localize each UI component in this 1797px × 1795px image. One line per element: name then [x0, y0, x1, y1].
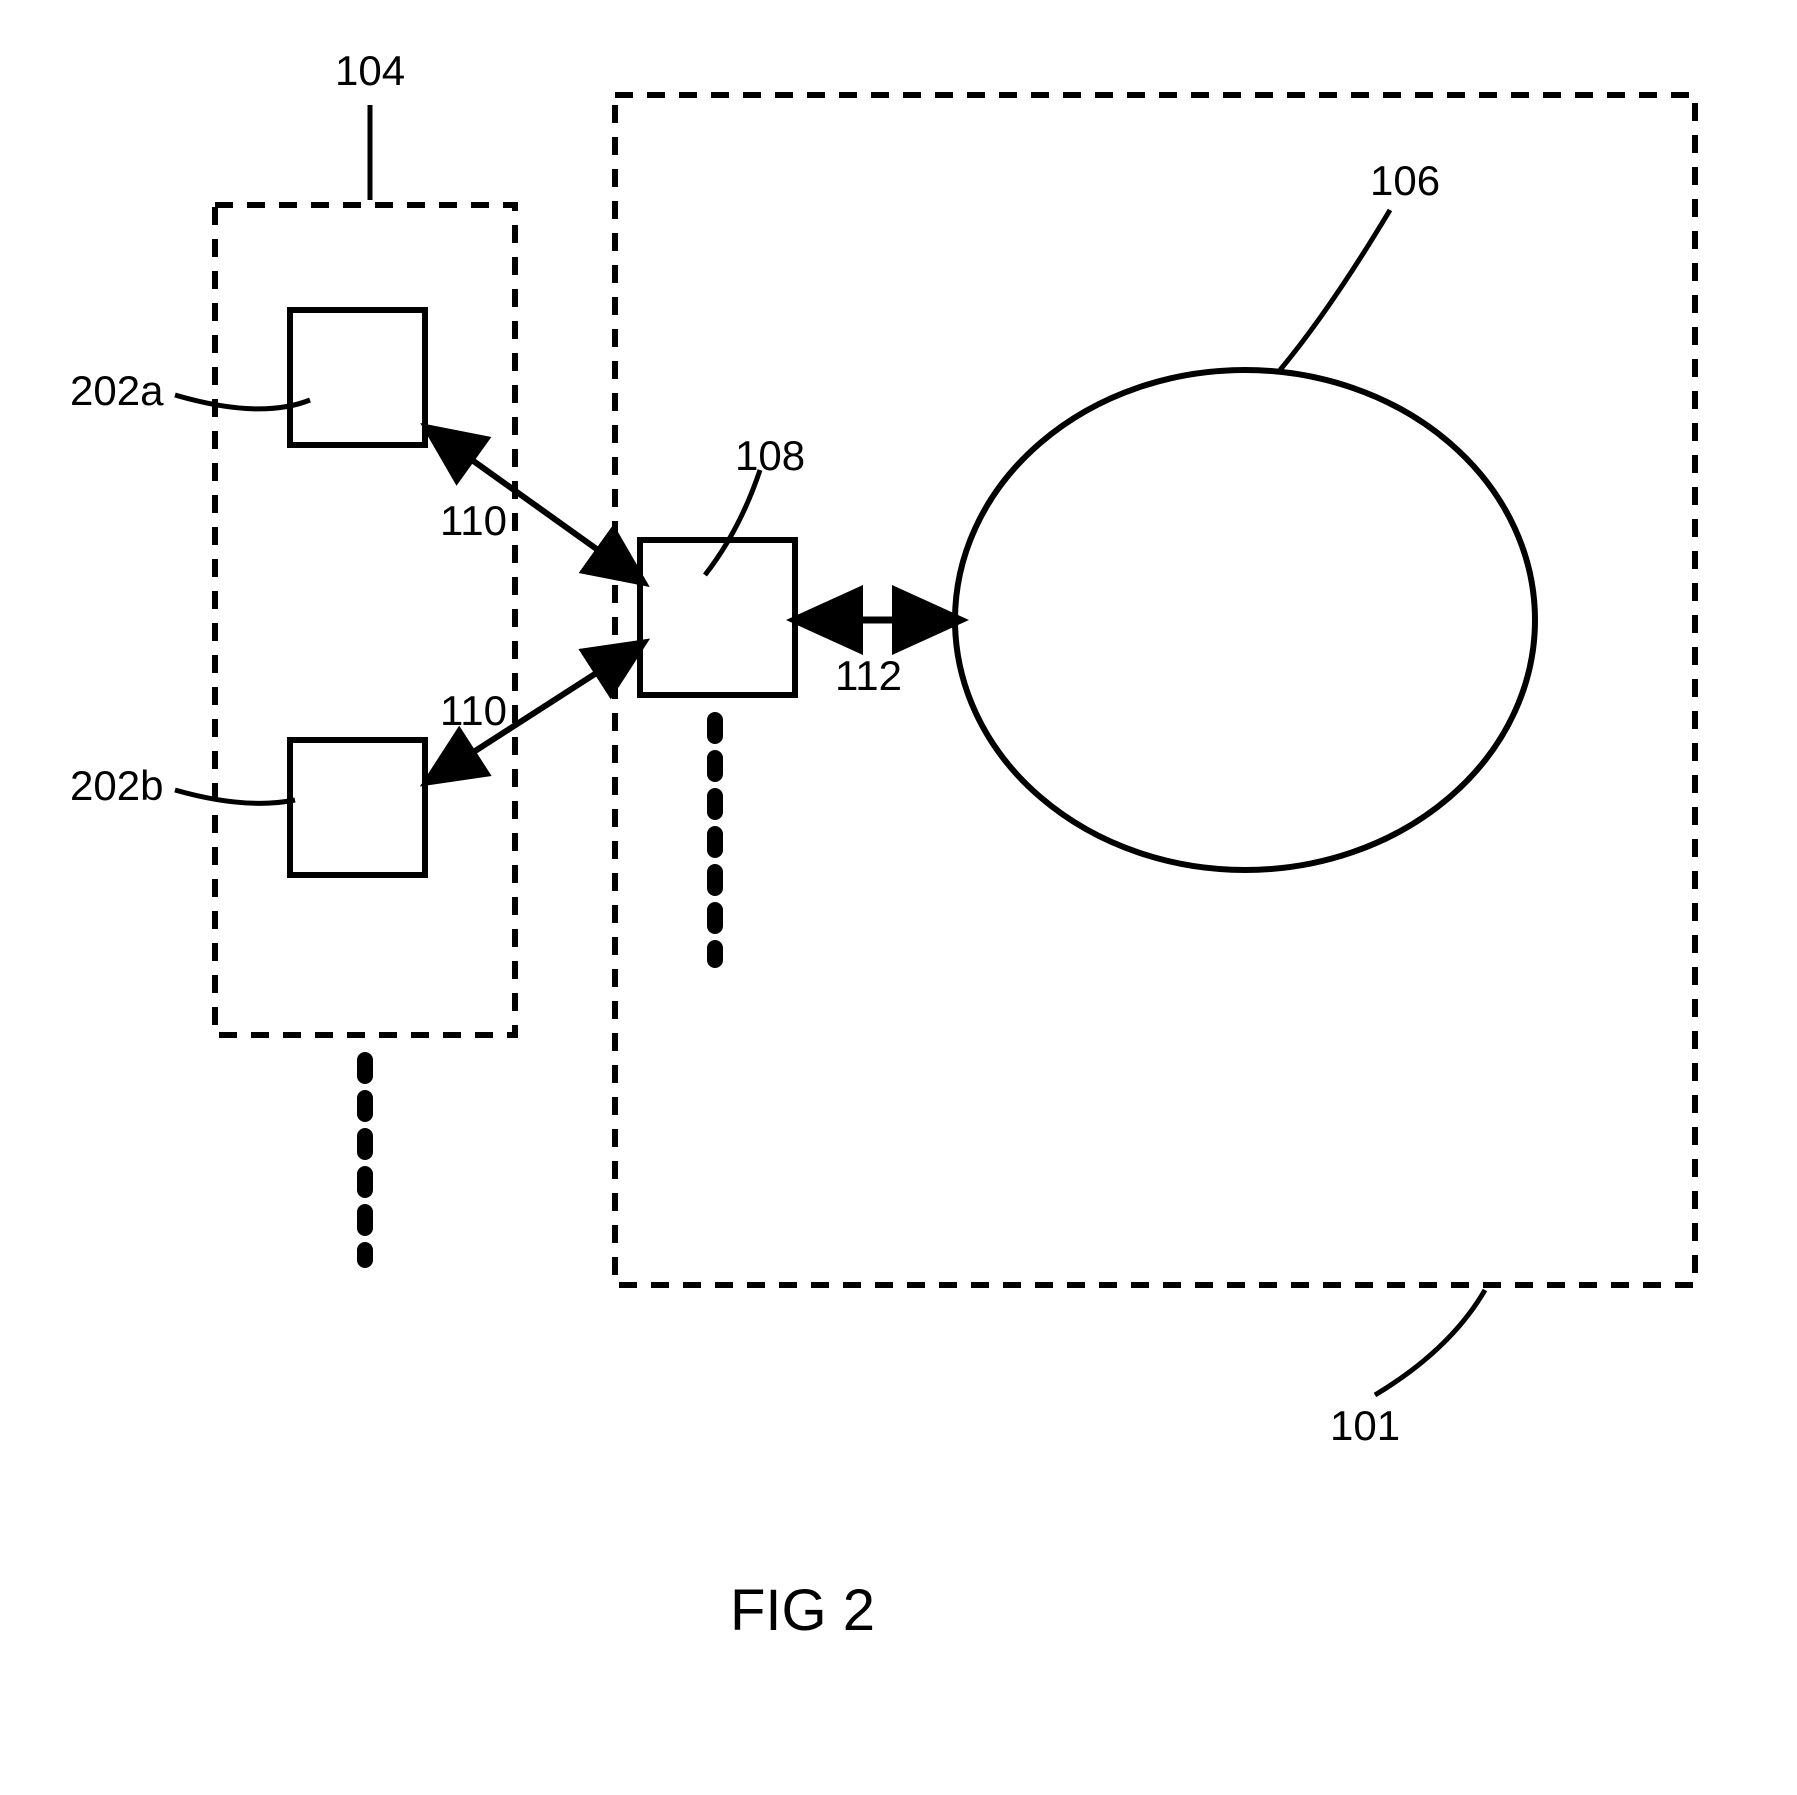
leader-106 — [1280, 210, 1390, 370]
label-202b: 202b — [70, 762, 163, 809]
label-104: 104 — [335, 47, 405, 94]
box-108 — [640, 540, 795, 695]
label-110a: 110 — [440, 497, 507, 544]
label-112: 112 — [835, 652, 902, 699]
label-108: 108 — [735, 432, 805, 479]
diagram-svg: 104 202a 202b 110 110 108 112 106 101 FI… — [0, 0, 1797, 1795]
leader-101 — [1375, 1290, 1485, 1395]
label-202a: 202a — [70, 367, 164, 414]
label-110b: 110 — [440, 687, 507, 734]
box-202b — [290, 740, 425, 875]
label-101: 101 — [1330, 1402, 1400, 1449]
figure-label: FIG 2 — [730, 1578, 875, 1643]
leader-202b — [175, 790, 295, 803]
box-202a — [290, 310, 425, 445]
ellipse-106 — [955, 370, 1535, 870]
label-106: 106 — [1370, 157, 1440, 204]
